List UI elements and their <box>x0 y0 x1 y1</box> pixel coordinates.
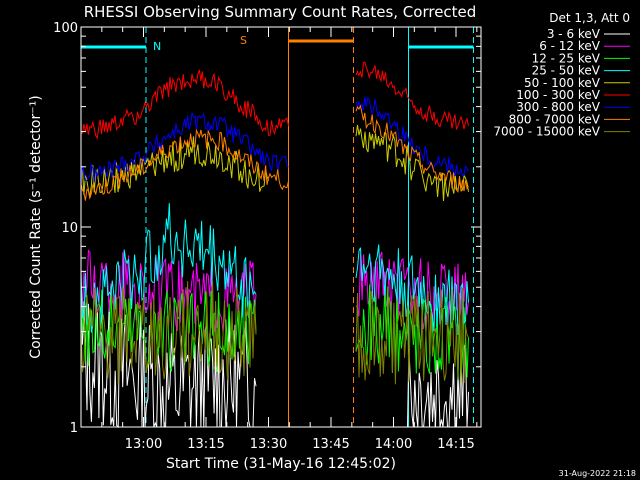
legend-label: 12 - 25 keV <box>532 51 601 65</box>
series-line <box>80 203 257 333</box>
legend-label: 800 - 7000 keV <box>509 112 601 126</box>
y-tick-label: 1 <box>70 421 78 436</box>
series-line <box>80 112 289 184</box>
legend-entry: 6 - 12 keV <box>539 39 630 53</box>
annotation-n: N <box>153 40 161 53</box>
x-tick-label: 14:15 <box>437 437 474 452</box>
legend-label: 25 - 50 keV <box>532 64 601 78</box>
series-100-300-kev <box>80 61 469 140</box>
legend-entry: 300 - 800 keV <box>516 100 630 114</box>
series-line <box>80 299 257 429</box>
legend-label: 7000 - 15000 keV <box>493 125 600 139</box>
x-tick-label: 13:15 <box>187 437 224 452</box>
footer-date: 31-Aug-2022 21:18 <box>559 469 636 478</box>
x-axis-label: Start Time (31-May-16 12:45:02) <box>166 456 396 472</box>
x-tick-label: 14:00 <box>375 437 412 452</box>
series-line <box>355 104 469 193</box>
x-tick-label: 13:00 <box>125 437 162 452</box>
legend-entry: 7000 - 15000 keV <box>493 125 630 139</box>
legend-label: 300 - 800 keV <box>516 100 600 114</box>
series-line <box>355 244 469 336</box>
series-line <box>80 69 289 140</box>
y-tick-label: 10 <box>61 221 78 236</box>
series-25-50-kev <box>80 203 469 336</box>
y-tick-label: 100 <box>53 21 78 36</box>
series-line <box>355 287 469 385</box>
legend-entry: 100 - 300 keV <box>516 88 630 102</box>
legend-title: Det 1,3, Att 0 <box>549 11 630 25</box>
chart-title: RHESSI Observing Summary Count Rates, Co… <box>84 3 477 21</box>
series-line <box>80 286 257 372</box>
series-layer <box>80 61 469 429</box>
legend-entry: 12 - 25 keV <box>532 51 630 65</box>
series-line <box>355 61 469 130</box>
series-line <box>80 281 257 385</box>
series-800-7000-kev <box>80 104 469 201</box>
y-axis: 1 10 100 <box>53 21 481 436</box>
series-7000-15000-kev <box>80 281 469 385</box>
series-line <box>355 124 469 202</box>
x-axis: 13:00 13:15 13:30 13:45 14:00 14:15 <box>80 27 478 452</box>
legend-label: 100 - 300 keV <box>516 88 600 102</box>
legend-label: 50 - 100 keV <box>524 76 601 90</box>
annotation-s: S <box>240 34 247 47</box>
legend-entry: 50 - 100 keV <box>524 76 630 90</box>
x-tick-label: 13:45 <box>312 437 349 452</box>
y-axis-label: Corrected Count Rate (s⁻¹ detector⁻¹) <box>28 95 44 358</box>
legend-entry: 3 - 6 keV <box>547 27 630 41</box>
legend-entry: 25 - 50 keV <box>532 64 630 78</box>
series-300-800-kev <box>80 96 469 184</box>
x-tick-label: 13:30 <box>250 437 287 452</box>
series-line <box>355 96 469 177</box>
series-line <box>80 128 289 201</box>
legend-label: 3 - 6 keV <box>547 27 601 41</box>
legend-entry: 800 - 7000 keV <box>509 112 630 126</box>
legend-label: 6 - 12 keV <box>539 39 601 53</box>
